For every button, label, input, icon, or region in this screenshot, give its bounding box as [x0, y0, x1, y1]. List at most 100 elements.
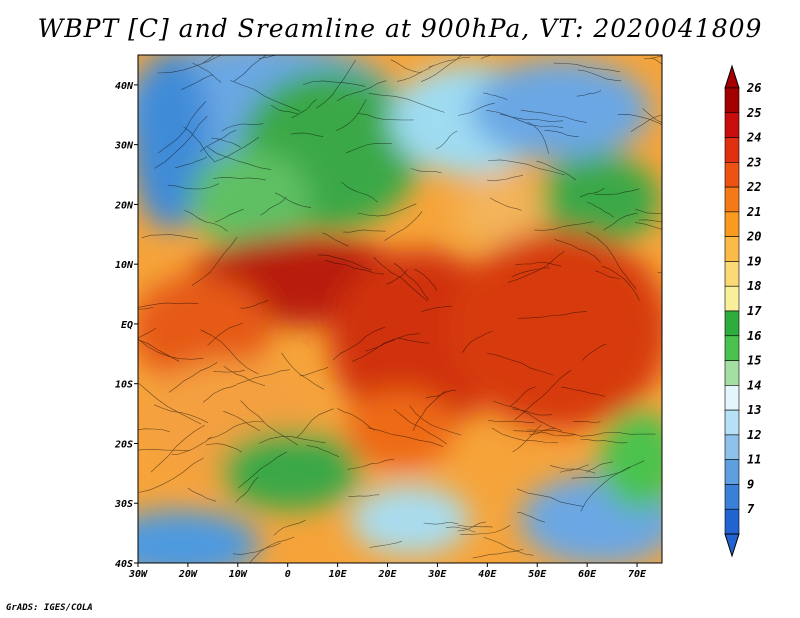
colorbar-swatch [724, 310, 740, 337]
streamline [315, 60, 356, 109]
streamline [299, 367, 329, 377]
colorbar-label: 23 [746, 155, 761, 169]
lat-label: 30N [114, 141, 134, 152]
streamline [420, 305, 452, 313]
streamline [643, 55, 662, 60]
lat-label: EQ [121, 320, 133, 331]
streamline [534, 221, 594, 231]
streamline [518, 311, 587, 319]
streamline [412, 390, 446, 431]
streamline [343, 229, 386, 233]
streamline [603, 212, 638, 231]
streamline [337, 80, 387, 102]
streamline [411, 168, 442, 174]
streamline [141, 234, 199, 240]
streamline [576, 90, 602, 97]
streamline [420, 55, 462, 82]
streamline [414, 268, 438, 291]
streamline [423, 522, 459, 525]
colorbar-label: 15 [747, 354, 761, 368]
streamline [460, 525, 511, 535]
streamline [150, 424, 205, 473]
chart-title: WBPT [C] and Sreamline at 900hPa, VT: 20… [37, 14, 763, 43]
streamline [357, 203, 417, 217]
streamline [507, 250, 565, 283]
streamline [483, 92, 508, 101]
grads-credit: GrADS: IGES/COLA [6, 603, 93, 613]
streamline [200, 329, 259, 375]
streamline [580, 439, 628, 444]
streamline [365, 339, 396, 352]
streamline [202, 384, 238, 403]
streamline [171, 436, 212, 456]
streamline [486, 352, 554, 376]
streamlines [138, 55, 662, 563]
streamline [153, 404, 209, 424]
streamline [602, 265, 640, 301]
streamline [192, 62, 222, 83]
streamline [223, 410, 261, 432]
streamline [237, 451, 288, 489]
streamline [322, 232, 349, 247]
colorbar-swatch [724, 162, 740, 188]
streamline [138, 307, 154, 310]
colorbar-label: 9 [747, 477, 754, 491]
colorbar-swatch [724, 434, 740, 460]
streamline [553, 62, 621, 73]
colorbar-label: 25 [746, 106, 761, 120]
colorbar-label: 22 [746, 180, 761, 194]
streamline [512, 424, 542, 453]
streamline [515, 262, 562, 267]
streamline [258, 436, 326, 444]
streamline [550, 465, 596, 474]
lat-label: 40N [115, 81, 134, 92]
streamline [357, 113, 414, 121]
streamline [398, 337, 430, 344]
colorbar-swatch [724, 236, 740, 262]
lon-label: 50E [528, 569, 547, 580]
streamline [199, 129, 237, 152]
streamline [369, 540, 403, 548]
colorbar-top-arrow [724, 64, 740, 89]
colorbar-label: 12 [747, 428, 761, 442]
streamline [138, 339, 180, 362]
lon-label: 20W [178, 569, 198, 580]
streamline [488, 420, 535, 424]
streamline [458, 102, 495, 116]
colorbar-swatch [724, 459, 740, 485]
streamline [386, 269, 408, 285]
streamline [580, 187, 605, 198]
streamline [472, 548, 524, 559]
streamline [650, 57, 662, 65]
colorbar-label: 17 [747, 304, 762, 318]
streamline [138, 327, 157, 339]
streamline [642, 108, 662, 123]
streamline [167, 183, 219, 190]
streamline [390, 59, 423, 73]
colorbar: 26 25 24 23 22 21 20 19 18 17 16 15 14 13 12 11 9 7 [724, 64, 762, 558]
streamline [582, 343, 607, 361]
streamline [536, 160, 576, 181]
colorbar-label: 7 [747, 502, 755, 516]
streamline [235, 476, 259, 503]
streamline [318, 254, 372, 271]
lon-label: 10E [329, 569, 348, 580]
colorbar-label: 20 [746, 230, 761, 244]
streamline [457, 521, 486, 532]
wbpt-field [138, 55, 662, 563]
streamline [281, 352, 325, 390]
streamline [559, 464, 589, 473]
colorbar-swatch [724, 335, 740, 361]
streamline [486, 109, 564, 122]
streamline [630, 114, 662, 132]
colorbar-swatch [724, 186, 740, 213]
streamline [175, 156, 207, 168]
colorbar-label: 18 [747, 279, 761, 293]
streamline [487, 159, 565, 176]
streamline [393, 263, 430, 300]
streamline [336, 98, 367, 131]
colorbar-swatch [724, 385, 740, 411]
streamline [273, 519, 306, 536]
lat-label: 40S [115, 559, 133, 570]
streamline [138, 302, 199, 308]
